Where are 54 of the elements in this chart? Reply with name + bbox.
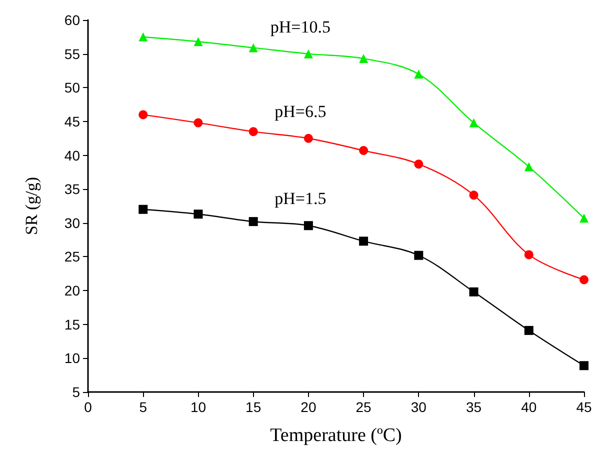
y-tick-label: 50 xyxy=(64,80,80,96)
point xyxy=(194,210,203,219)
point xyxy=(138,204,148,214)
point xyxy=(359,54,368,64)
x-tick-label: 0 xyxy=(84,399,92,415)
x-tick-label: 30 xyxy=(410,399,427,415)
point xyxy=(248,127,258,136)
point xyxy=(359,146,368,156)
point xyxy=(194,118,203,128)
x-tick-label: 35 xyxy=(466,399,482,415)
y-tick-label: 15 xyxy=(64,316,80,332)
point xyxy=(580,275,588,284)
point xyxy=(524,250,534,260)
point xyxy=(138,110,148,120)
point xyxy=(304,49,313,58)
point xyxy=(138,32,148,42)
point xyxy=(414,160,424,169)
point xyxy=(469,287,478,296)
series-label: pH=6.5 xyxy=(274,102,326,121)
series-label: pH=10.5 xyxy=(270,17,331,36)
x-tick-label: 5 xyxy=(139,399,148,415)
point xyxy=(580,361,588,370)
y-tick-label: 60 xyxy=(64,12,80,28)
point xyxy=(248,217,258,226)
y-tick-label: 10 xyxy=(64,350,80,366)
x-tick-label: 20 xyxy=(300,399,316,415)
point xyxy=(524,326,534,335)
y-tick-label: 30 xyxy=(64,214,80,231)
y-tick-label: 35 xyxy=(64,181,80,198)
series-label: pH=1.5 xyxy=(274,189,326,208)
y-tick-label: 55 xyxy=(64,46,80,62)
point xyxy=(524,162,534,172)
x-tick-label: 10 xyxy=(190,399,206,415)
y-tick-label: 5 xyxy=(72,384,80,400)
x-tick-label: 40 xyxy=(521,399,537,415)
y-tick-label: 20 xyxy=(64,282,80,299)
point xyxy=(580,214,588,223)
point xyxy=(469,190,478,200)
point xyxy=(248,43,258,52)
y-tick-label: 25 xyxy=(64,248,80,265)
x-tick-label: 45 xyxy=(576,399,592,415)
point xyxy=(304,134,313,143)
point xyxy=(414,70,424,79)
point xyxy=(359,236,368,246)
y-axis-title: SR (g/g) xyxy=(22,176,41,236)
y-tick-label: 40 xyxy=(64,147,80,164)
point xyxy=(414,250,424,260)
y-tick-label: 45 xyxy=(64,113,80,130)
point xyxy=(304,221,313,230)
x-tick-label: 25 xyxy=(356,399,372,415)
x-axis-title: Temperature (ºC) xyxy=(270,425,402,446)
point xyxy=(194,37,203,46)
x-tick-label: 15 xyxy=(246,399,262,415)
point xyxy=(469,118,478,128)
